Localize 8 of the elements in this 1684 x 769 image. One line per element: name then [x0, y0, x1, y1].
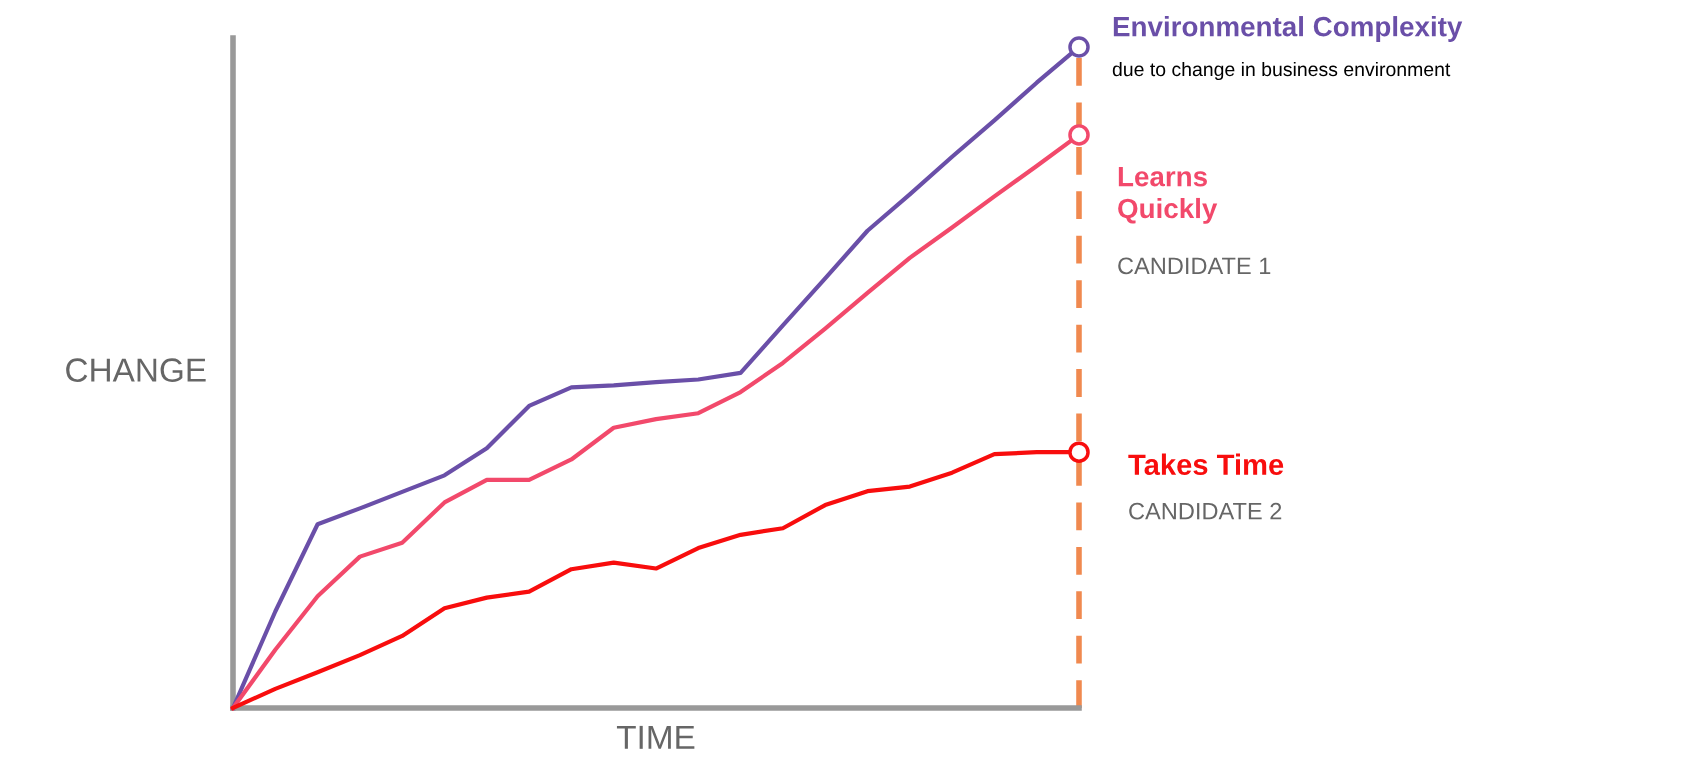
text: CANDIDATE 1 [1118, 257, 1271, 275]
text: CANDIDATE 2 [1129, 502, 1282, 520]
y-axis-title: CHANGE [66, 358, 206, 382]
x-axis-title: TIME [616, 725, 695, 749]
series-label: Takes Time [1128, 453, 1284, 476]
series-label: Environmental Complexity [1113, 16, 1463, 42]
text: due to change in business environment [1112, 61, 1451, 81]
series-label: Learns Quickly [1118, 167, 1218, 224]
